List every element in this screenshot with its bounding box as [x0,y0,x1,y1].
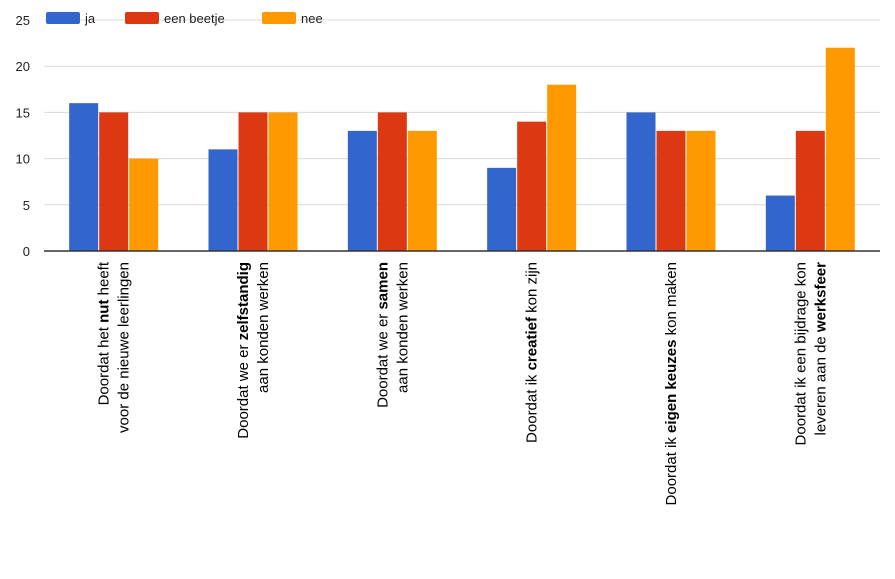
bar-een-beetje-1 [238,112,268,252]
category-label-part: samen [374,262,391,310]
category-label-part: heeft [96,261,113,299]
category-label: Doordat ik een bijdrage kon leveren aan d… [792,262,829,446]
y-tick-label: 15 [16,105,30,120]
category-label-part: werksfeer [812,262,829,333]
category-label-part: aan konden werken [255,262,272,393]
category-label-part: leveren aan de [812,332,829,435]
bars [69,47,855,252]
legend-label: nee [301,11,323,26]
category-label-part: kon maken [663,262,680,340]
bar-ja-5 [765,195,795,251]
legend-swatch-nee [262,12,296,24]
bar-ja-1 [208,149,238,251]
bar-nee-4 [686,130,716,251]
bar-nee-0 [129,158,159,251]
category-labels: Doordat het nut heeft voor de nieuwe leer… [96,261,830,505]
category-label: Doordat het nut heeft voor de nieuwe leer… [96,261,133,433]
y-tick-label: 10 [16,152,30,167]
category-label-part: Doordat ik [524,370,541,443]
legend-label: ja [84,11,96,26]
category-label: Doordat we er zelfstandig aan konden werk… [235,262,272,439]
bar-een-beetje-0 [99,112,129,252]
gridlines [44,19,880,206]
category-label-part: Doordat we er [235,340,252,438]
category-label-part: voor de nieuwe leerlingen [116,262,133,433]
category-label-part: Doordat het [96,323,113,406]
category-label: Doordat we er samen aan konden werken [374,262,411,408]
y-axis-ticks: 0 5 10 15 20 25 [16,13,30,259]
legend-swatch-een-beetje [125,12,159,24]
category-label-part: Doordat we er [374,310,391,408]
bar-ja-4 [626,112,656,252]
y-tick-label: 20 [16,59,30,74]
legend-label: een beetje [164,11,225,26]
y-tick-label: 0 [23,244,30,259]
y-tick-label: 25 [16,13,30,28]
bar-nee-1 [268,112,298,252]
category-label-part: aan konden werken [394,262,411,393]
legend-swatch-ja [46,12,80,24]
category-label-part: Doordat ik [663,433,680,506]
bar-een-beetje-4 [656,130,686,251]
category-label-part: eigen keuzes [663,340,680,433]
category-label: Doordat ik creatief kon zijn [524,262,541,443]
category-label-part: nut [96,300,113,323]
bar-nee-3 [547,84,577,252]
category-label: Doordat ik eigen keuzes kon maken [663,262,680,505]
bar-een-beetje-2 [377,112,407,252]
category-label-part: zelfstandig [235,262,252,340]
y-tick-label: 5 [23,198,30,213]
category-label-part: Doordat ik een bijdrage kon [792,262,809,445]
category-label-part: kon zijn [524,262,541,317]
bar-ja-3 [487,167,517,251]
bar-nee-5 [825,47,855,251]
bar-een-beetje-5 [795,130,825,251]
bar-ja-2 [347,130,377,251]
bar-ja-0 [69,103,99,251]
bar-nee-2 [407,130,437,251]
legend: ja een beetje nee [46,11,323,26]
category-label-part: creatief [524,316,541,370]
bar-een-beetje-3 [517,121,547,251]
